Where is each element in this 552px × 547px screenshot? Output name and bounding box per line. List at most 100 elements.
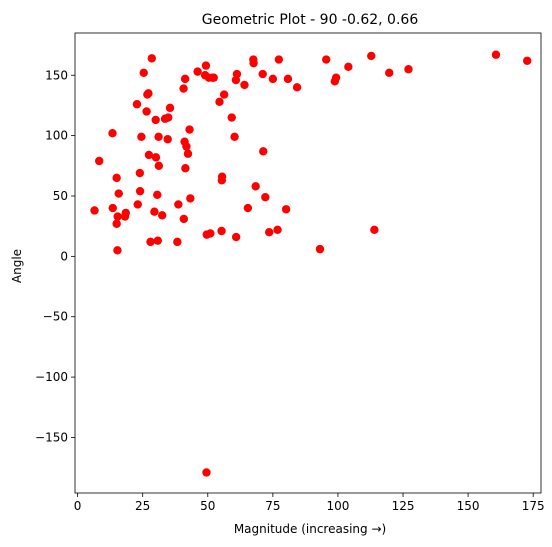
x-tick-label: 0 [74,499,82,513]
data-point [153,236,162,245]
data-point [404,65,413,74]
data-point [185,125,194,134]
data-point [217,172,227,181]
data-point [146,237,155,247]
y-tick-label: 50 [53,189,68,203]
data-point [268,74,278,84]
data-point [219,90,229,99]
data-point [179,214,189,224]
data-point [163,135,172,144]
data-point [153,190,162,199]
y-tick-label: −100 [35,370,68,384]
data-point [258,69,267,79]
data-point [315,244,325,254]
data-point [230,132,239,142]
data-point [181,164,190,173]
data-point [523,56,532,65]
data-point [273,225,282,234]
data-point [137,132,146,142]
data-point [112,219,121,228]
x-tick-label: 100 [326,499,349,513]
data-point [249,58,258,68]
data-point [251,182,260,191]
y-tick-label: 150 [45,68,68,82]
data-point [151,153,161,162]
data-point [113,212,122,221]
data-point [322,55,331,64]
data-point [113,246,122,255]
data-point [154,132,163,142]
data-point [331,73,341,82]
data-point [215,97,224,107]
data-point [201,61,211,70]
data-point [179,84,188,93]
x-tick-label: 75 [265,499,280,513]
data-point [164,113,173,122]
data-point [147,54,156,63]
data-point [243,203,253,213]
data-point [281,205,291,214]
data-point [133,200,142,209]
data-point [232,69,242,79]
y-tick-label: −150 [35,430,68,444]
data-point [292,83,302,92]
x-axis-label: Magnitude (increasing →) [234,522,386,536]
data-point [90,206,99,215]
data-point [142,107,151,116]
data-point [173,237,182,247]
data-point [193,67,202,76]
data-point [217,226,226,236]
data-point [139,68,148,78]
data-point [231,232,241,242]
data-point [154,161,164,171]
data-point [112,173,121,183]
data-point [367,51,376,61]
plot-area: 0 25 50 75 100 125 150 175 −150 −100 −50 0 50 100 150 [35,32,545,513]
data-point [183,149,193,158]
data-point [274,55,284,64]
data-point [265,228,274,237]
data-point [182,142,191,151]
data-point [174,200,183,209]
data-point [385,68,394,78]
data-point [491,50,501,59]
x-tick-label: 125 [392,499,415,513]
data-point [180,74,190,84]
data-point [135,168,145,178]
data-point [259,147,268,156]
data-point [261,192,270,202]
data-point [227,113,236,122]
data-point [144,89,153,98]
data-point [150,207,159,216]
chart-title: Geometric Plot - 90 -0.62, 0.66 [202,12,419,28]
data-point [95,156,104,166]
data-point [283,74,293,84]
data-point [165,103,175,113]
data-point [370,225,379,234]
data-point [108,203,117,213]
y-tick-label: 100 [45,129,68,143]
x-tick-label: 175 [522,499,545,513]
y-axis-label: Angle [10,249,24,283]
data-point [108,129,117,138]
x-tick-label: 150 [457,499,480,513]
data-point [206,229,215,238]
x-tick-label: 25 [135,499,150,513]
data-point [202,468,211,477]
data-point [135,186,145,196]
data-point [158,211,167,220]
data-point [240,80,249,90]
data-point [186,194,195,203]
data-point [151,115,160,125]
data-point [121,208,130,218]
y-tick-label: −50 [43,310,68,324]
y-tick-label: 0 [60,249,68,263]
x-tick-label: 50 [200,499,215,513]
data-point [132,100,142,109]
data-point [114,189,123,198]
data-point [344,62,353,72]
data-point [144,150,154,160]
data-point [209,73,218,82]
axes-frame [74,32,542,494]
